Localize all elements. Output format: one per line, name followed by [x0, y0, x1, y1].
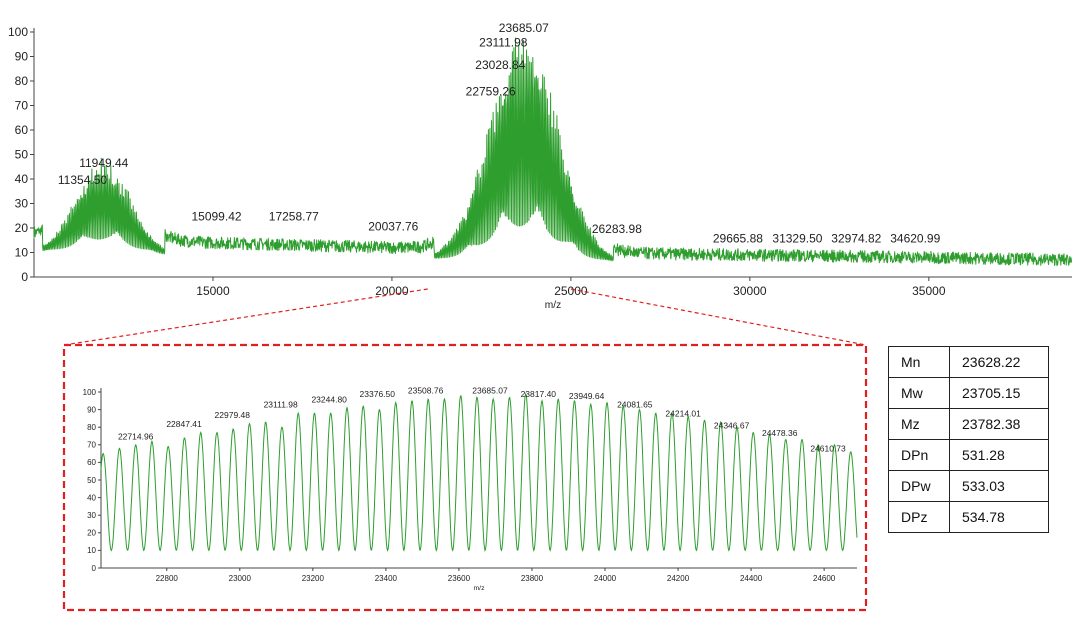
- zoom-x-tick-label: 23400: [375, 574, 398, 583]
- zoom-y-tick-label: 70: [87, 441, 96, 450]
- stats-value: 23628.22: [949, 346, 1049, 378]
- stats-key: Mw: [888, 377, 950, 409]
- main-x-axis-label: m/z: [545, 300, 561, 311]
- main-y-tick-label: 10: [15, 246, 29, 260]
- zoom-x-tick-label: 23600: [448, 574, 471, 583]
- zoom-x-axis-label: m/z: [474, 585, 486, 592]
- main-x-tick-label: 20000: [375, 284, 409, 298]
- main-y-tick-label: 100: [8, 25, 28, 39]
- main-peak-label: 23111.98: [479, 36, 528, 50]
- main-y-tick-label: 20: [15, 221, 29, 235]
- zoom-y-tick-label: 30: [87, 511, 96, 520]
- zoom-x-tick-label: 23000: [229, 574, 252, 583]
- main-y-tick-label: 50: [15, 148, 29, 162]
- main-peak-label: 22759.26: [466, 85, 516, 99]
- zoom-y-tick-label: 90: [87, 405, 96, 414]
- main-y-tick-label: 0: [21, 270, 28, 284]
- stats-row: Mz 23782.38: [888, 408, 1049, 440]
- zoom-peak-label: 24478.36: [762, 428, 798, 438]
- main-x-tick-label: 35000: [912, 284, 946, 298]
- main-x-tick-label: 30000: [733, 284, 767, 298]
- stats-value: 534.78: [949, 501, 1049, 533]
- zoom-peak-label: 23685.07: [472, 386, 508, 396]
- zoom-connector-left: [63, 288, 428, 346]
- main-peak-label: 31329.50: [772, 232, 822, 246]
- zoom-y-tick-label: 80: [87, 423, 96, 432]
- stats-key: DPn: [888, 439, 950, 471]
- main-y-tick-label: 60: [15, 123, 29, 137]
- stats-key: DPz: [888, 501, 950, 533]
- main-y-tick-label: 90: [15, 50, 29, 64]
- zoom-y-tick-label: 40: [87, 493, 96, 502]
- zoom-x-tick-label: 24000: [594, 574, 617, 583]
- main-peak-label: 23028.84: [475, 58, 525, 72]
- zoom-peak-label: 22979.48: [215, 410, 251, 420]
- main-y-tick-label: 30: [15, 197, 29, 211]
- stats-table: Mn 23628.22 Mw 23705.15 Mz 23782.38 DPn 531.…: [888, 346, 1049, 533]
- main-spectrum-trace: [33, 37, 1073, 267]
- zoom-x-tick-label: 24400: [740, 574, 763, 583]
- stats-value: 23782.38: [949, 408, 1049, 440]
- main-peak-label: 15099.42: [191, 210, 241, 224]
- main-peak-label: 23685.07: [499, 21, 549, 35]
- zoom-peak-label: 22847.41: [166, 419, 202, 429]
- main-peak-label: 29665.88: [713, 232, 763, 246]
- main-y-tick-label: 40: [15, 172, 29, 186]
- zoom-y-tick-label: 20: [87, 529, 96, 538]
- zoom-y-tick-label: 0: [92, 564, 97, 573]
- main-peak-label: 32974.82: [831, 232, 881, 246]
- zoom-peak-label: 23376.50: [360, 389, 396, 399]
- main-x-tick-label: 25000: [554, 284, 588, 298]
- stats-row: DPn 531.28: [888, 439, 1049, 471]
- stats-row: DPw 533.03: [888, 470, 1049, 502]
- main-spectrum-chart: 0 10 20 30 40 50 60 70 80 90 100 15000 20000 25000 300…: [8, 21, 1073, 311]
- zoom-peak-label: 23244.80: [311, 394, 347, 404]
- main-x-tick-label: 15000: [196, 284, 230, 298]
- zoom-peak-label: 24081.65: [617, 400, 653, 410]
- zoom-x-tick-label: 24200: [667, 574, 690, 583]
- stats-row: DPz 534.78: [888, 501, 1049, 533]
- zoom-x-tick-label: 23800: [521, 574, 544, 583]
- main-peak-label: 20037.76: [368, 219, 418, 233]
- zoom-peak-label: 23949.64: [569, 391, 605, 401]
- zoom-y-tick-label: 10: [87, 546, 96, 555]
- stats-value: 533.03: [949, 470, 1049, 502]
- zoom-connector-right: [570, 288, 867, 346]
- stats-row: Mw 23705.15: [888, 377, 1049, 409]
- zoom-y-tick-label: 60: [87, 458, 96, 467]
- main-peak-label: 26283.98: [592, 222, 642, 236]
- zoom-peak-label: 23817.40: [521, 389, 557, 399]
- zoom-spectrum-trace: [100, 392, 858, 553]
- stats-value: 531.28: [949, 439, 1049, 471]
- zoom-connector-lines: [63, 288, 867, 346]
- zoom-peak-label: 24214.01: [665, 408, 701, 418]
- zoom-inset-frame: [62, 343, 868, 612]
- zoom-peak-label: 24610.73: [810, 444, 846, 454]
- stats-key: DPw: [888, 470, 950, 502]
- zoom-peak-label: 22714.96: [118, 431, 154, 441]
- stats-key: Mz: [888, 408, 950, 440]
- main-y-tick-label: 80: [15, 74, 29, 88]
- zoom-peak-label: 23508.76: [408, 386, 444, 396]
- zoom-spectrum-chart: 0 10 20 30 40 50 60 70 80 90 100 22800 23000 23200 234…: [83, 386, 858, 592]
- zoom-peak-label: 23111.98: [264, 400, 298, 410]
- main-peak-label: 11354.50: [58, 173, 107, 187]
- zoom-y-tick-label: 50: [87, 476, 96, 485]
- stats-row: Mn 23628.22: [888, 346, 1049, 378]
- stats-key: Mn: [888, 346, 950, 378]
- main-peak-label: 17258.77: [269, 210, 319, 224]
- zoom-y-tick-label: 100: [83, 388, 97, 397]
- stats-value: 23705.15: [949, 377, 1049, 409]
- main-peak-label: 34620.99: [890, 232, 940, 246]
- zoom-x-tick-label: 23200: [302, 574, 325, 583]
- zoom-x-tick-label: 22800: [156, 574, 179, 583]
- main-y-tick-label: 70: [15, 99, 29, 113]
- zoom-x-tick-label: 24600: [813, 574, 836, 583]
- zoom-peak-label: 24346.67: [714, 421, 750, 431]
- main-peak-label: 11949.44: [79, 156, 128, 170]
